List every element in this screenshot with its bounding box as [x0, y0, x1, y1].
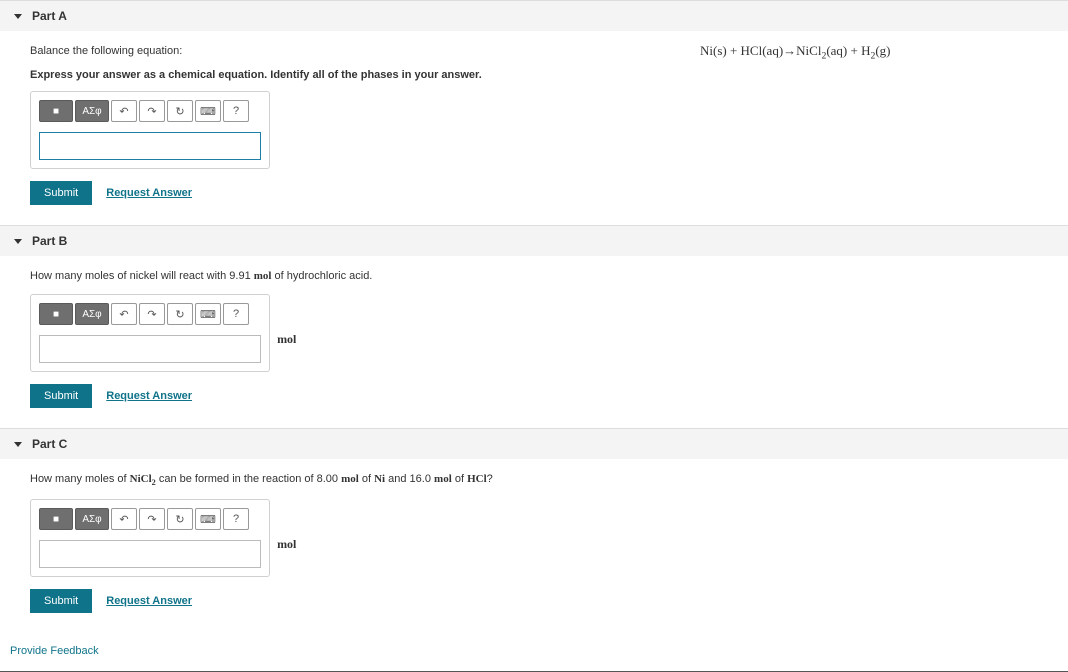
submit-button-c[interactable]: Submit — [30, 589, 92, 613]
provide-feedback-link[interactable]: Provide Feedback — [0, 633, 1068, 671]
answer-card-c: ■ ΑΣφ ↶ ↷ ↻ ⌨ ? — [30, 499, 270, 577]
answer-card-b: ■ ΑΣφ ↶ ↷ ↻ ⌨ ? — [30, 294, 270, 372]
toolbar-b: ■ ΑΣφ ↶ ↷ ↻ ⌨ ? — [39, 303, 261, 325]
sigma-button[interactable]: ΑΣφ — [75, 303, 109, 325]
help-button[interactable]: ? — [223, 508, 249, 530]
sigma-button[interactable]: ΑΣφ — [75, 100, 109, 122]
part-a-instruction: Express your answer as a chemical equati… — [30, 69, 1038, 81]
request-answer-link-a[interactable]: Request Answer — [106, 187, 192, 199]
part-c: Part C How many moles of NiCl2 can be fo… — [0, 428, 1068, 633]
part-a-header[interactable]: Part A — [0, 1, 1068, 31]
part-c-body: How many moles of NiCl2 can be formed in… — [0, 459, 1068, 633]
part-c-title: Part C — [32, 437, 67, 451]
templates-button[interactable]: ■ — [39, 303, 73, 325]
unit-suffix-c: mol — [277, 537, 296, 552]
submit-button-a[interactable]: Submit — [30, 181, 92, 205]
redo-button[interactable]: ↷ — [139, 303, 165, 325]
chevron-down-icon — [14, 442, 22, 447]
actions-b: Submit Request Answer — [30, 384, 1038, 408]
chevron-down-icon — [14, 239, 22, 244]
part-b-title: Part B — [32, 234, 67, 248]
chevron-down-icon — [14, 14, 22, 19]
part-a-body: Ni(s) + HCl(aq)→NiCl2(aq) + H2(g) Balanc… — [0, 31, 1068, 225]
reset-button[interactable]: ↻ — [167, 303, 193, 325]
answer-card-a: ■ ΑΣφ ↶ ↷ ↻ ⌨ ? — [30, 91, 270, 169]
undo-button[interactable]: ↶ — [111, 508, 137, 530]
undo-button[interactable]: ↶ — [111, 100, 137, 122]
templates-button[interactable]: ■ — [39, 100, 73, 122]
redo-button[interactable]: ↷ — [139, 100, 165, 122]
request-answer-link-c[interactable]: Request Answer — [106, 595, 192, 607]
reset-button[interactable]: ↻ — [167, 100, 193, 122]
part-b-header[interactable]: Part B — [0, 226, 1068, 256]
part-b-prompt: How many moles of nickel will react with… — [30, 270, 1038, 282]
keyboard-button[interactable]: ⌨ — [195, 508, 221, 530]
part-a-title: Part A — [32, 9, 67, 23]
answer-input-b[interactable] — [39, 335, 261, 363]
submit-button-b[interactable]: Submit — [30, 384, 92, 408]
sigma-button[interactable]: ΑΣφ — [75, 508, 109, 530]
part-c-header[interactable]: Part C — [0, 429, 1068, 459]
request-answer-link-b[interactable]: Request Answer — [106, 390, 192, 402]
part-c-prompt: How many moles of NiCl2 can be formed in… — [30, 473, 1038, 487]
equation-display: Ni(s) + HCl(aq)→NiCl2(aq) + H2(g) — [700, 43, 891, 62]
unit-suffix-b: mol — [277, 332, 296, 347]
part-b: Part B How many moles of nickel will rea… — [0, 225, 1068, 428]
answer-input-c[interactable] — [39, 540, 261, 568]
answer-input-a[interactable] — [39, 132, 261, 160]
keyboard-button[interactable]: ⌨ — [195, 303, 221, 325]
undo-button[interactable]: ↶ — [111, 303, 137, 325]
part-a: Part A Ni(s) + HCl(aq)→NiCl2(aq) + H2(g)… — [0, 0, 1068, 225]
help-button[interactable]: ? — [223, 303, 249, 325]
redo-button[interactable]: ↷ — [139, 508, 165, 530]
actions-c: Submit Request Answer — [30, 589, 1038, 613]
actions-a: Submit Request Answer — [30, 181, 1038, 205]
part-b-body: How many moles of nickel will react with… — [0, 256, 1068, 428]
toolbar-a: ■ ΑΣφ ↶ ↷ ↻ ⌨ ? — [39, 100, 261, 122]
reset-button[interactable]: ↻ — [167, 508, 193, 530]
toolbar-c: ■ ΑΣφ ↶ ↷ ↻ ⌨ ? — [39, 508, 261, 530]
templates-button[interactable]: ■ — [39, 508, 73, 530]
keyboard-button[interactable]: ⌨ — [195, 100, 221, 122]
help-button[interactable]: ? — [223, 100, 249, 122]
